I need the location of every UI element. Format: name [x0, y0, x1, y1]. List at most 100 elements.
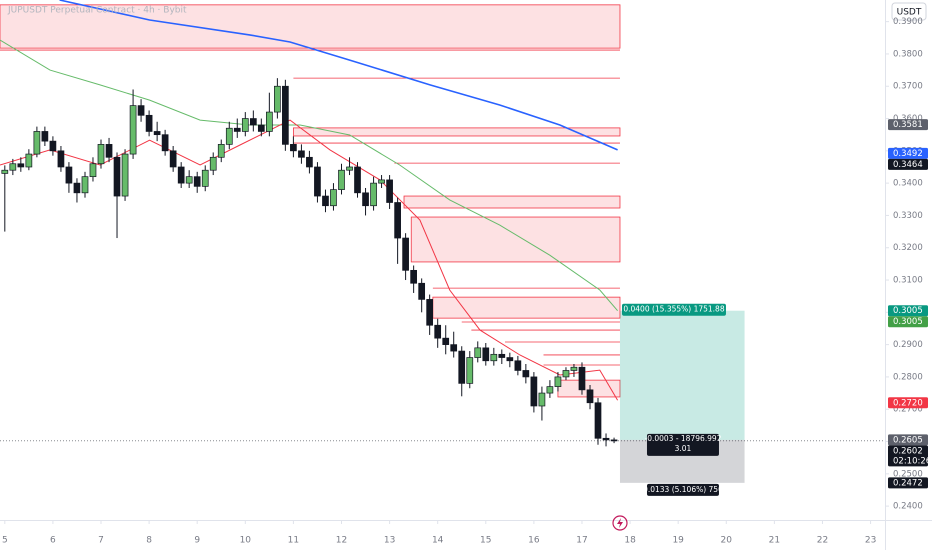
x-tick-label: 17 [576, 536, 587, 546]
price-badge [888, 397, 928, 409]
candle-body [530, 376, 538, 407]
x-tick-label: 14 [432, 536, 444, 546]
candle-body [249, 118, 257, 126]
plot-area: 0.0400 (15.355%) 1751.88 -0.0003 - 18796.… [0, 0, 745, 496]
price-badge-label: 0.3464 [893, 160, 923, 170]
moving-average-line [59, 0, 618, 151]
chart-title: JUPUSDT Perpetual Contract · 4h · Bybit [7, 6, 187, 16]
candle-body [362, 192, 369, 207]
y-tick-label: 0.2400 [893, 502, 923, 512]
candle-body [578, 366, 586, 391]
price-badge [888, 305, 928, 317]
candle-body [1, 169, 9, 174]
icon-bolt[interactable] [617, 518, 623, 528]
y-tick-label: 0.3600 [893, 114, 923, 124]
supply-zone [292, 127, 621, 137]
candle-body [522, 370, 530, 378]
candle-body [378, 179, 385, 184]
candle-body [121, 153, 129, 197]
x-tick-label: 5 [2, 536, 8, 546]
x-tick-label: 11 [288, 536, 299, 546]
x-tick-label: 12 [336, 536, 347, 546]
price-badge [888, 316, 928, 328]
candle-body [410, 269, 417, 284]
x-tick-label: 18 [624, 536, 636, 546]
price-badge-label: 0.2605 [893, 435, 923, 445]
price-badge [888, 119, 928, 131]
candle-body [538, 392, 546, 407]
replay-icon[interactable] [612, 515, 628, 531]
candle-body [201, 169, 209, 187]
currency-button[interactable] [891, 2, 927, 21]
candle-body [33, 131, 41, 155]
y-tick-label: 0.3900 [893, 17, 923, 27]
icon-circle[interactable] [612, 515, 628, 531]
candle-body [506, 357, 514, 362]
candle-body [185, 176, 193, 184]
price-badge-label: 0.2720 [893, 398, 923, 408]
price-badge-label: 0.2472 [893, 478, 923, 488]
candle-body [81, 176, 89, 194]
candle-body [49, 140, 57, 152]
x-tick-label: 9 [194, 536, 200, 546]
y-tick-label: 0.2500 [893, 469, 923, 479]
candle-body [418, 282, 426, 300]
candle-body [225, 127, 233, 145]
candle-body [177, 166, 185, 184]
x-tick-label: 21 [769, 536, 780, 546]
candle-body [161, 134, 169, 152]
candle-body [514, 360, 522, 371]
candle-body [594, 402, 602, 439]
center-label-box [646, 433, 719, 456]
candle-body [169, 150, 177, 168]
y-tick-label: 0.2900 [893, 340, 923, 350]
supply-zone [0, 4, 621, 49]
candle-body [257, 124, 265, 132]
candle-body [322, 195, 329, 207]
center-sub-label: 3.01 [675, 444, 692, 453]
supply-zone [410, 216, 621, 263]
candle-body [73, 182, 81, 194]
x-tick-label: 23 [865, 536, 876, 546]
candle-body [241, 118, 249, 132]
y-tick-label: 0.3100 [893, 276, 923, 286]
countdown-label: 02:10:26 [893, 456, 931, 466]
stop-label: 0.0133 (5.106%) 750 [643, 485, 723, 494]
price-badge-label: 0.3005 [893, 306, 923, 316]
candle-body [9, 163, 17, 171]
y-tick-label: 0.2800 [893, 372, 923, 382]
supply-zone [403, 195, 621, 209]
candle-body [562, 370, 570, 378]
candle-body [402, 237, 409, 271]
price-badge [888, 147, 928, 159]
x-tick-label: 20 [721, 536, 733, 546]
candle-body [338, 169, 345, 190]
candle-body [426, 299, 434, 326]
candle-body [282, 85, 289, 145]
currency-label[interactable]: USDT [897, 8, 922, 18]
candle-body [89, 163, 97, 178]
moving-average-line [0, 39, 618, 312]
x-tick-label: 13 [384, 536, 395, 546]
x-tick-label: 8 [146, 536, 152, 546]
candle-body [490, 353, 498, 362]
candle-body [41, 131, 49, 142]
x-tick-label: 15 [480, 536, 491, 546]
price-badge-label: 0.3492 [893, 149, 923, 159]
candle-body [233, 127, 241, 132]
candle-body [274, 85, 281, 113]
price-badge [888, 158, 928, 170]
price-badge [888, 434, 928, 446]
supply-zone [432, 296, 621, 319]
candle-body [306, 156, 313, 168]
candle-body [394, 202, 401, 239]
candle-body [474, 347, 482, 358]
candle-body [442, 337, 450, 345]
candle-body [209, 156, 217, 171]
candle-body [145, 114, 153, 132]
x-tick-label: 10 [240, 536, 252, 546]
candle-body [137, 105, 145, 116]
candle-body [570, 366, 578, 371]
candle-body [25, 153, 33, 168]
